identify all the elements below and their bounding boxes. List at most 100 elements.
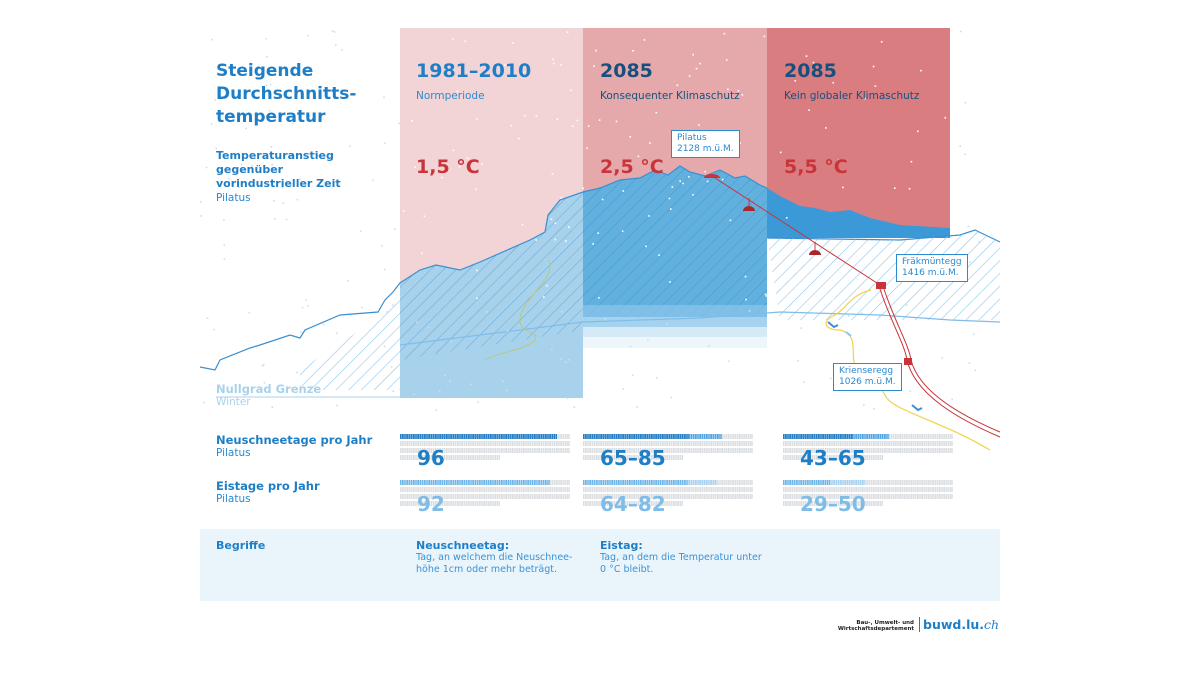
snowflake — [601, 198, 604, 201]
snowflake — [551, 348, 553, 351]
day-count-value: 43–65 — [800, 446, 866, 470]
day-bar-track — [783, 501, 883, 506]
snowflake — [522, 71, 525, 74]
day-bar-track — [400, 487, 570, 492]
snowflake — [223, 218, 225, 221]
snowflake — [649, 142, 651, 144]
snowflake — [741, 94, 744, 96]
snowflake — [270, 145, 273, 148]
snowflake — [214, 99, 217, 102]
snowflake — [595, 49, 597, 52]
snowflake — [340, 49, 343, 51]
snowflake — [502, 380, 504, 383]
snowflake — [427, 326, 430, 329]
snowflake — [978, 240, 980, 243]
gondola-2 — [809, 242, 821, 255]
snowflake — [864, 97, 866, 100]
snowflake — [582, 187, 585, 190]
callout-name: Pilatus — [677, 133, 707, 143]
snowflake — [920, 69, 922, 72]
snowflake — [290, 154, 292, 157]
day-bar-track — [783, 494, 953, 499]
snowflake — [402, 210, 405, 212]
subtitle: Temperaturanstieg gegenüber vorindustrie… — [216, 149, 396, 205]
snowflake — [794, 80, 797, 82]
day-bar-track — [783, 487, 953, 492]
snowflake — [655, 111, 658, 114]
snowflake — [862, 404, 865, 406]
callout-fraekmuentegg: Fräkmüntegg 1416 m.ü.M. — [896, 254, 968, 282]
snowflake — [200, 215, 202, 217]
callout-altitude: 1026 m.ü.M. — [839, 377, 896, 387]
snowflake — [797, 360, 799, 362]
snowflake — [470, 383, 472, 386]
snowflake — [944, 116, 947, 119]
snowflake — [695, 67, 698, 70]
snowflake — [215, 147, 218, 150]
snowflake — [556, 118, 559, 120]
snowflake — [967, 225, 970, 228]
day-bar-track — [583, 434, 753, 439]
snowflake — [336, 404, 338, 407]
glossary-definition-line: 0 °C bleibt. — [600, 564, 654, 575]
snowflake — [592, 243, 594, 245]
day-bar-track — [400, 434, 570, 439]
snowflake — [281, 186, 284, 189]
snowflake — [908, 187, 911, 190]
snowflake — [832, 81, 835, 84]
glossary-title: Begriffe — [216, 539, 266, 552]
snowflake — [878, 315, 881, 317]
snowflake — [621, 230, 624, 232]
snowflake — [466, 157, 469, 160]
snowflake — [706, 180, 709, 183]
snowflake — [669, 208, 672, 210]
snowflake — [727, 88, 729, 91]
mountain-ridge — [199, 165, 768, 371]
snowflake — [825, 127, 827, 129]
hill-hatch-left — [300, 290, 400, 390]
snowflake — [333, 31, 336, 33]
page-title: Steigende Durchschnitts- temperatur — [216, 60, 396, 129]
day-bar-track — [783, 434, 953, 439]
mountain-column3 — [767, 188, 950, 238]
snowflake — [392, 304, 394, 307]
day-bar-track — [400, 501, 500, 506]
snowflake — [698, 124, 700, 126]
snowflake — [573, 406, 576, 408]
snowflake — [219, 88, 222, 91]
snowflake — [384, 142, 386, 145]
snowflake — [570, 89, 572, 92]
snowflake — [564, 240, 567, 242]
snowflake — [744, 275, 747, 278]
day-bar-min — [783, 434, 854, 439]
temperature-normperiode: 1,5 °C — [416, 156, 480, 178]
day-count-value: 65–85 — [600, 446, 666, 470]
snowflake — [765, 295, 768, 297]
snowflake — [416, 321, 418, 323]
snowflake — [824, 293, 826, 295]
snowflake — [808, 109, 810, 111]
buwd-logo[interactable]: buwd.lu.ch — [919, 617, 999, 632]
snowflake — [349, 145, 351, 148]
temperature-klimaschutz: 2,5 °C — [600, 156, 664, 178]
glossary-term: Neuschneetag: — [416, 539, 510, 552]
snowflake — [550, 218, 553, 220]
snowflake — [268, 91, 270, 94]
day-bar-group: 43–65 — [783, 434, 953, 468]
snowflake — [725, 59, 728, 61]
subtitle-line: gegenüber — [216, 163, 284, 176]
snowflake — [451, 38, 454, 40]
snowflake — [560, 64, 562, 66]
snowflake — [413, 393, 415, 396]
snowflake — [632, 49, 634, 52]
snowflake — [622, 388, 625, 390]
snowflake — [912, 285, 915, 287]
title-line: Steigende — [216, 61, 314, 81]
location-label: Pilatus — [216, 192, 251, 204]
snowflake — [552, 58, 554, 61]
snowflake — [271, 406, 274, 409]
snowflake — [924, 292, 927, 295]
callout-altitude: 1416 m.ü.M. — [902, 268, 959, 278]
snowflake — [764, 293, 767, 296]
hill-hatch-right — [767, 230, 1000, 320]
